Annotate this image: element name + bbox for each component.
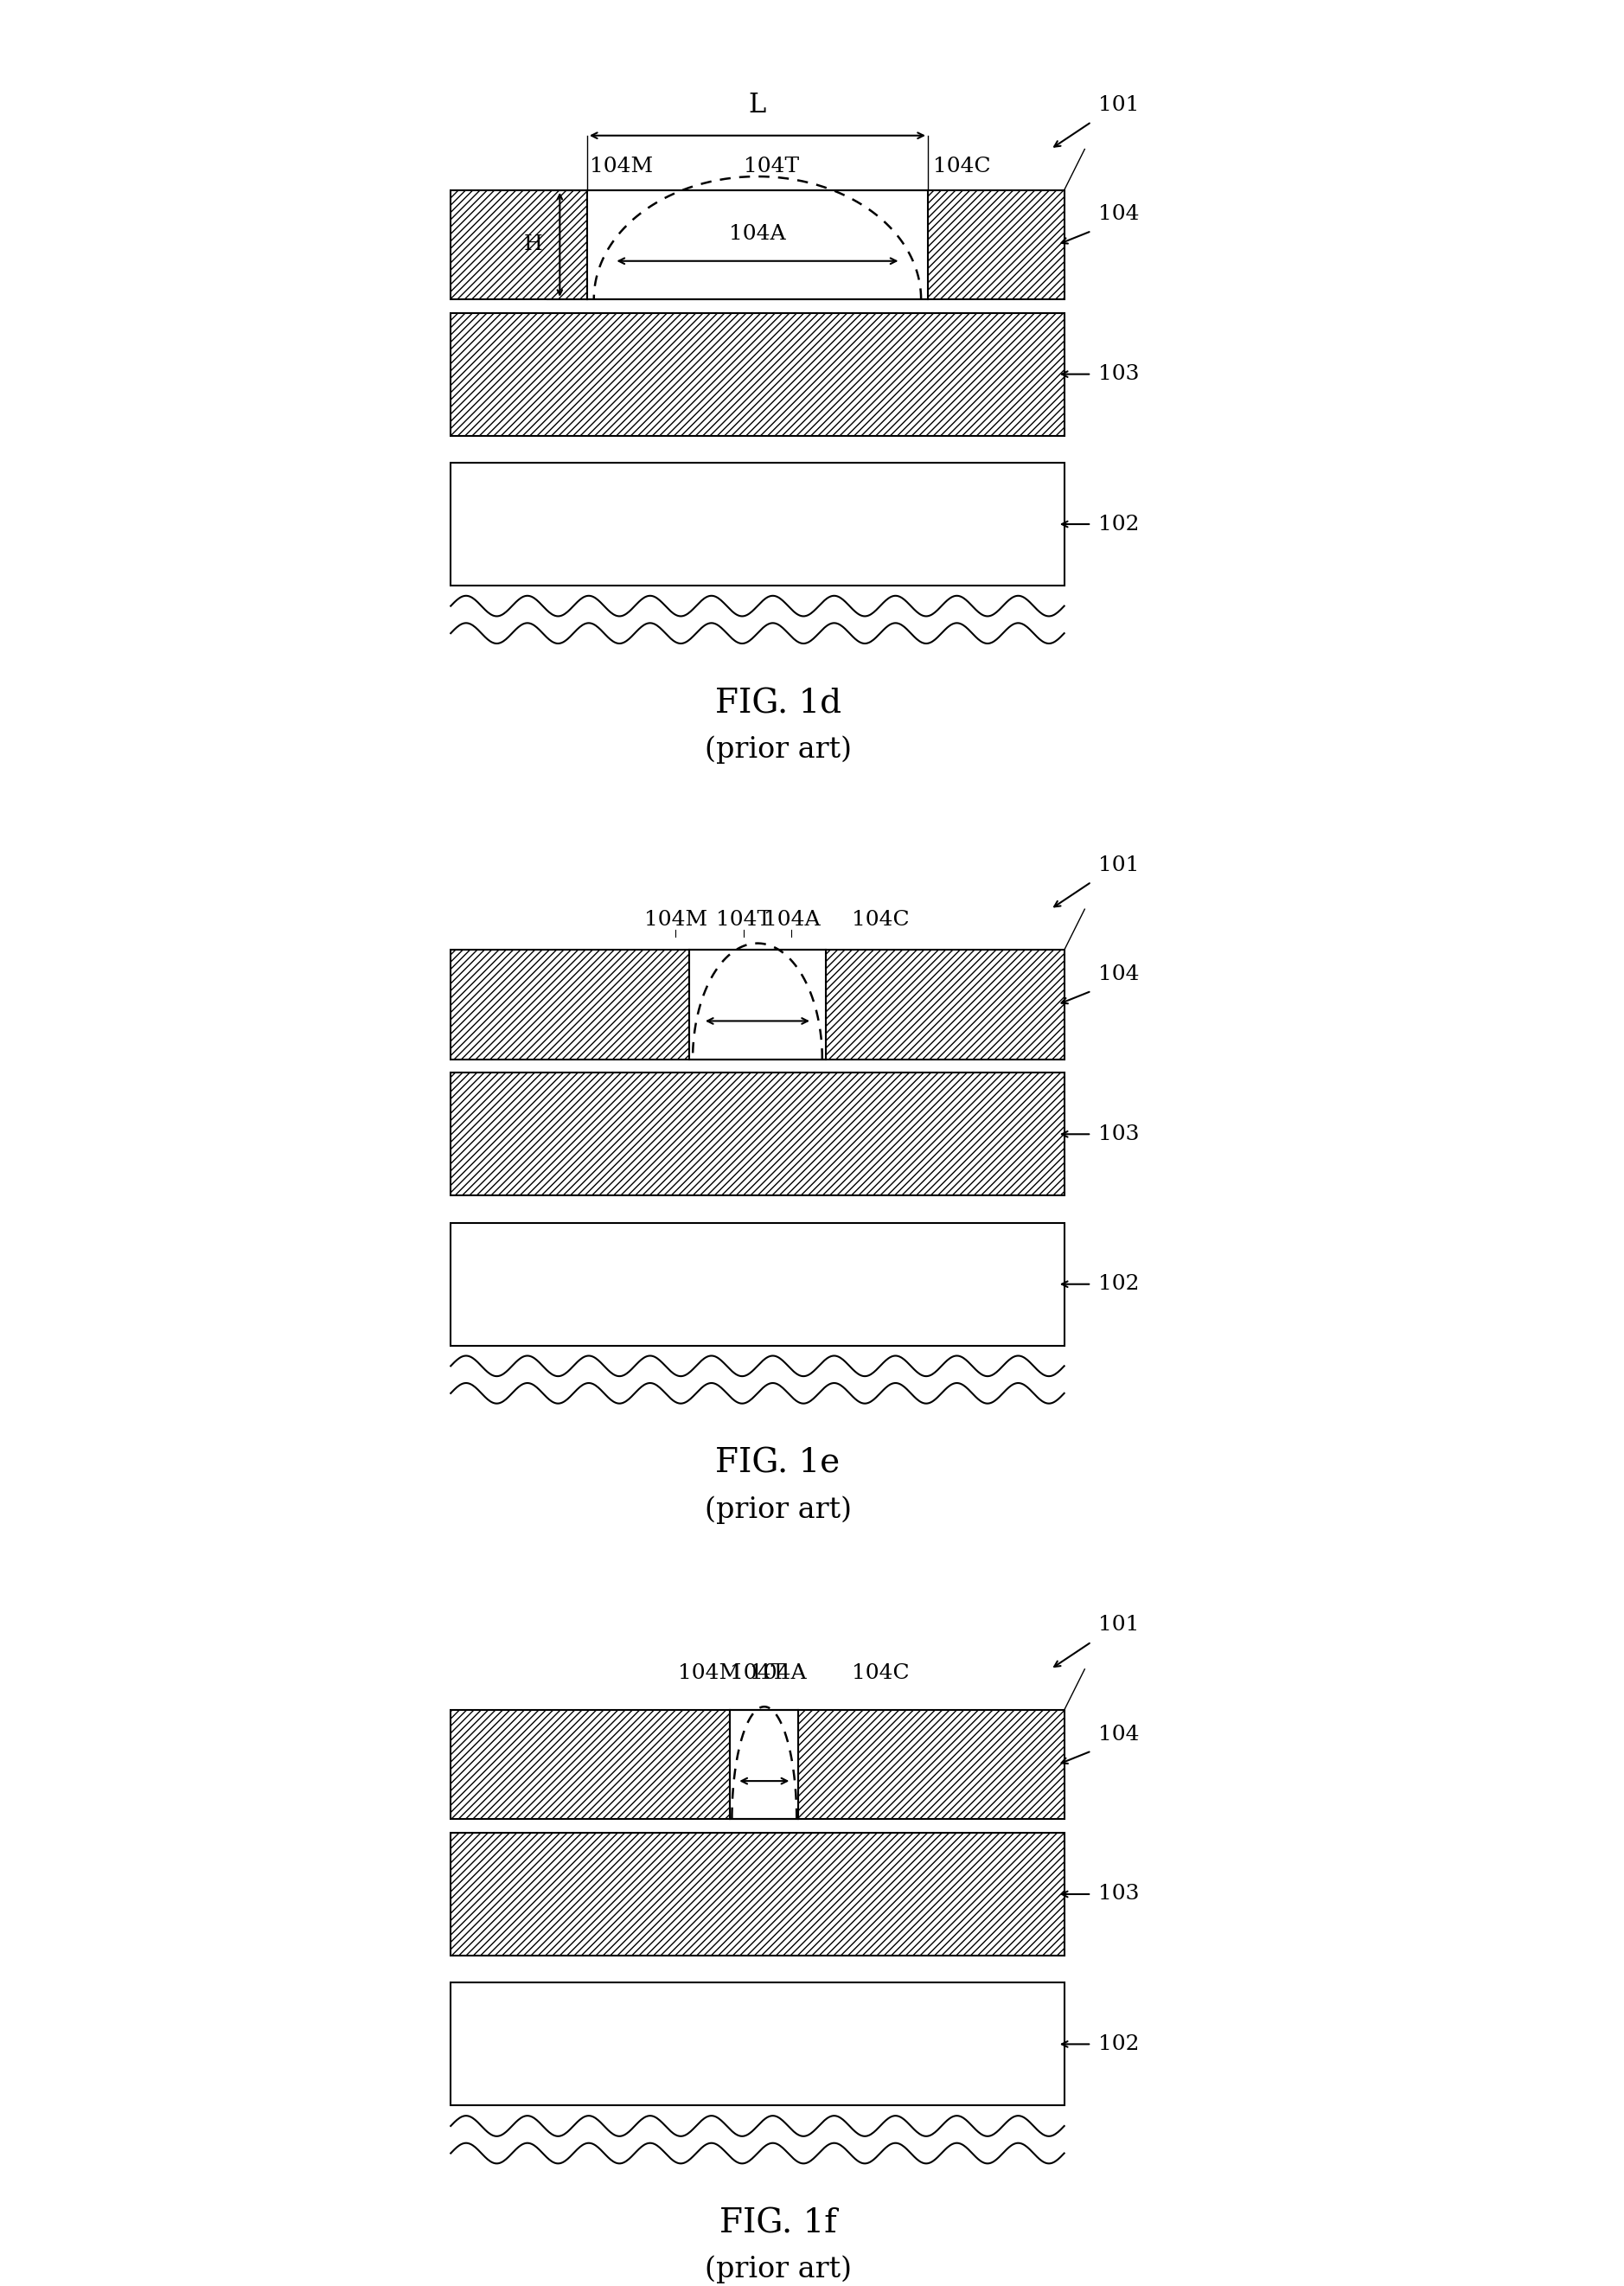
Text: 102: 102 <box>1098 1273 1140 1294</box>
Text: 104T: 104T <box>744 155 799 176</box>
Text: 104M: 104M <box>645 910 708 930</box>
Text: 104C: 104C <box>934 155 991 176</box>
Bar <box>451 1072 1064 1196</box>
Text: 102: 102 <box>1098 514 1140 535</box>
Bar <box>451 1833 1064 1955</box>
Text: 104T: 104T <box>716 910 771 930</box>
Bar <box>451 462 1064 585</box>
Bar <box>451 313 1064 437</box>
Bar <box>586 190 927 299</box>
Text: 104: 104 <box>1098 203 1140 224</box>
Bar <box>451 190 586 299</box>
Bar <box>689 951 825 1058</box>
Bar <box>451 1982 1064 2105</box>
Text: FIG. 1f: FIG. 1f <box>719 2208 836 2240</box>
Text: 104A: 104A <box>750 1662 806 1682</box>
Bar <box>731 1710 799 1820</box>
Text: 104C: 104C <box>851 910 909 930</box>
Text: 103: 103 <box>1098 1125 1140 1143</box>
Text: 104A: 104A <box>729 224 786 245</box>
Bar <box>451 1710 731 1820</box>
Text: 102: 102 <box>1098 2035 1140 2055</box>
Text: (prior art): (prior art) <box>705 1495 851 1525</box>
Text: L: L <box>749 91 767 119</box>
Text: 101: 101 <box>1098 96 1140 114</box>
Text: 104M: 104M <box>590 155 653 176</box>
Text: 104C: 104C <box>851 1662 909 1682</box>
Text: FIG. 1e: FIG. 1e <box>716 1447 840 1479</box>
Text: 104: 104 <box>1098 965 1140 985</box>
Text: 104T: 104T <box>729 1662 784 1682</box>
Bar <box>799 1710 1064 1820</box>
Bar <box>451 951 689 1058</box>
Text: 104A: 104A <box>763 910 820 930</box>
Bar <box>825 951 1064 1058</box>
Text: 101: 101 <box>1098 855 1140 876</box>
Text: 104M: 104M <box>679 1662 742 1682</box>
Text: FIG. 1d: FIG. 1d <box>715 688 841 720</box>
Text: 103: 103 <box>1098 1884 1140 1904</box>
Text: 104: 104 <box>1098 1724 1140 1744</box>
Bar <box>927 190 1064 299</box>
Text: 101: 101 <box>1098 1616 1140 1634</box>
Text: (prior art): (prior art) <box>705 736 851 764</box>
Text: (prior art): (prior art) <box>705 2256 851 2284</box>
Text: 103: 103 <box>1098 363 1140 384</box>
Text: H: H <box>525 235 542 254</box>
Bar <box>451 1223 1064 1346</box>
